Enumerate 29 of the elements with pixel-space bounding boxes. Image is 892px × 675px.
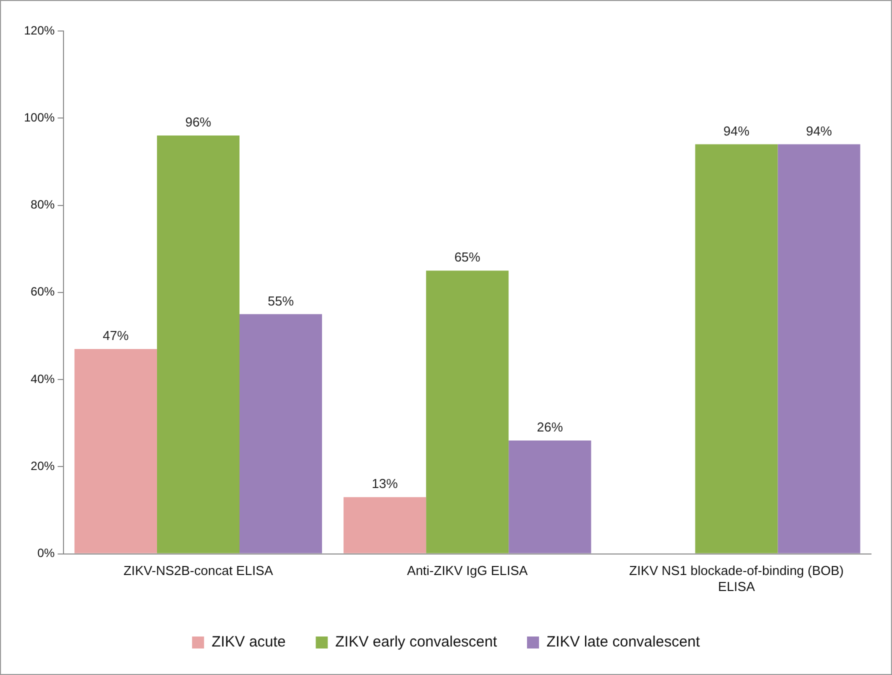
y-tick-label: 100% xyxy=(24,110,56,124)
y-tick-label: 120% xyxy=(24,23,56,38)
x-tick-label: ZIKV-NS2B-concat ELISA xyxy=(123,563,274,578)
data-label: 65% xyxy=(454,250,481,265)
bar xyxy=(74,349,157,554)
bar xyxy=(344,497,426,554)
bar xyxy=(508,440,592,554)
legend-label: ZIKV late convalescent xyxy=(546,634,701,651)
y-tick-label: 40% xyxy=(30,372,56,386)
bar xyxy=(156,136,240,554)
data-label: 47% xyxy=(102,328,130,344)
bar xyxy=(426,270,509,554)
y-tick-label: 20% xyxy=(30,458,56,473)
bar xyxy=(778,144,860,554)
data-label: 55% xyxy=(268,293,294,308)
legend-label: ZIKV early convalescent xyxy=(335,634,498,651)
data-label: 94% xyxy=(723,123,750,138)
x-tick-label: ZIKV NS1 blockade-of-binding (BOB) ELISA xyxy=(629,563,844,594)
data-label: 96% xyxy=(185,114,212,130)
data-label: 13% xyxy=(372,476,398,492)
legend-label: ZIKV acute xyxy=(212,634,286,651)
bar xyxy=(240,314,322,554)
data-label: 94% xyxy=(806,123,832,138)
y-tick-label: 60% xyxy=(30,284,56,299)
bar xyxy=(695,144,778,554)
data-label: 26% xyxy=(536,420,564,435)
y-tick-label: 80% xyxy=(30,198,56,212)
y-tick-label: 0% xyxy=(37,546,56,560)
x-tick-label: Anti-ZIKV IgG ELISA xyxy=(407,563,528,578)
